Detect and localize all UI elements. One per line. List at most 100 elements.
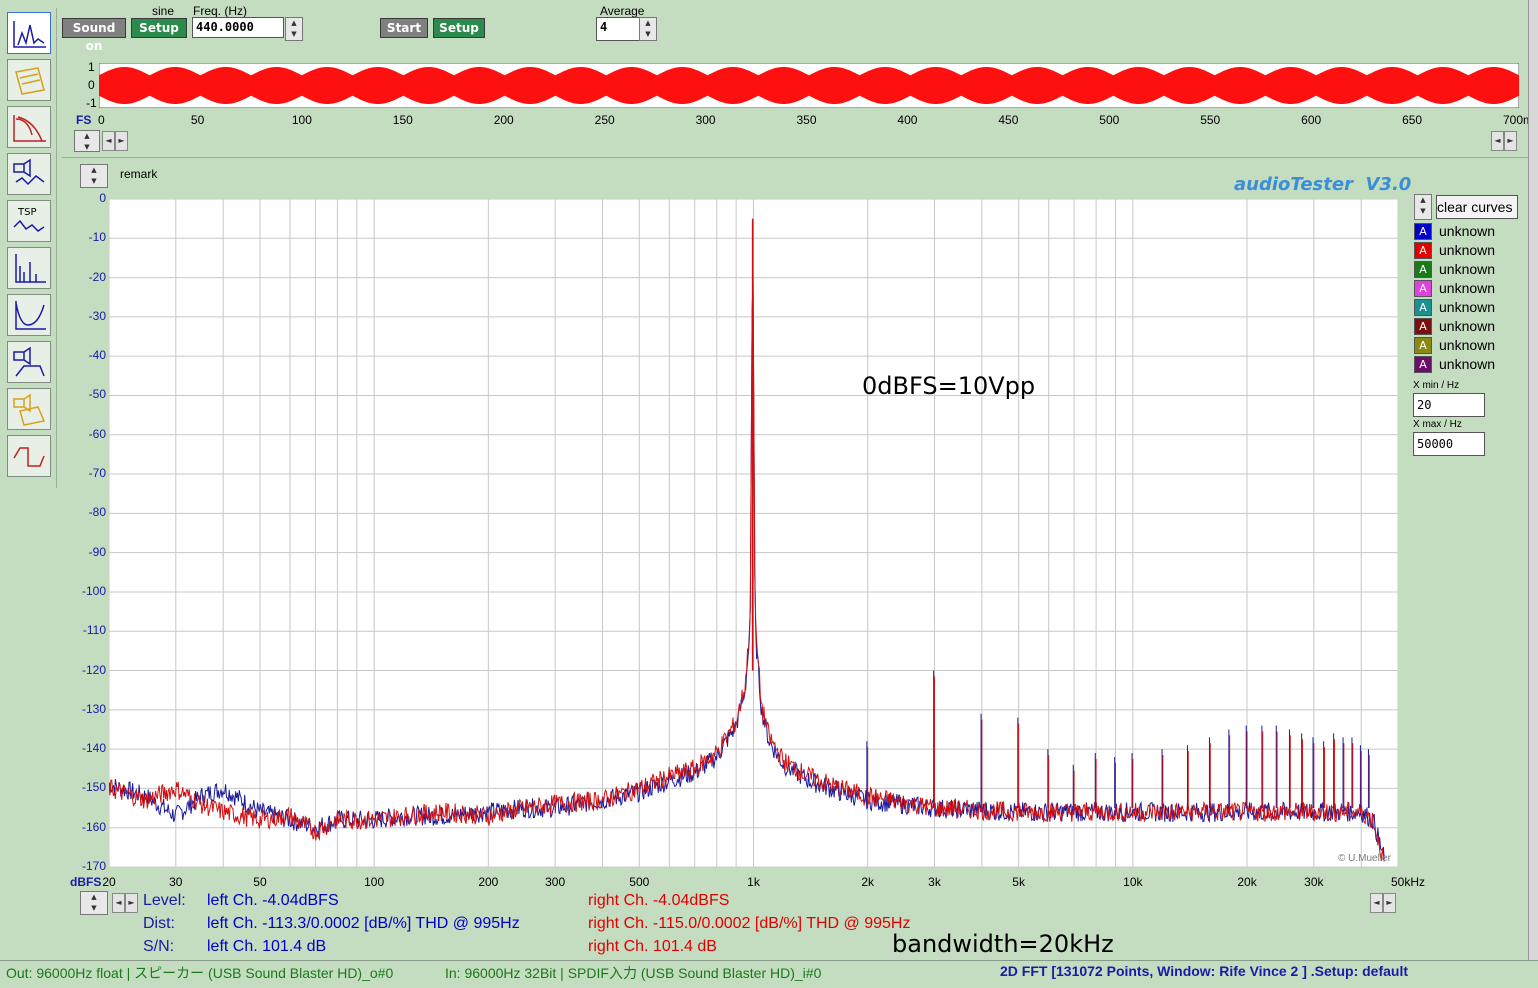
curve-label[interactable]: unknown — [1439, 242, 1496, 258]
tsp-icon: TSP — [13, 207, 45, 232]
speaker-response-icon — [13, 158, 45, 186]
fft-x-tick: 100 — [364, 875, 385, 889]
tool-palette: TSP — [4, 8, 57, 488]
speaker-book-tool[interactable] — [7, 388, 51, 430]
scope-y-spinner[interactable]: ▲ ▼ — [74, 130, 100, 152]
curve-color-swatch[interactable]: A — [1414, 261, 1432, 278]
tsp-tool[interactable]: TSP — [7, 200, 51, 242]
fft-x-tick: 20k — [1237, 875, 1257, 889]
fft-scroll-left[interactable]: ◄ ► — [112, 893, 140, 913]
left-level: left Ch. -4.04dBFS — [207, 892, 339, 909]
curves-spinner[interactable]: ▲ ▼ — [1414, 194, 1432, 220]
remark-spinner[interactable]: ▲ ▼ — [80, 164, 108, 188]
status-input-device: In: 96000Hz 32Bit | SPDIF入力 (USB Sound B… — [445, 965, 822, 981]
fft-x-tick: 1k — [747, 875, 760, 889]
curve-color-swatch[interactable]: A — [1414, 299, 1432, 316]
fft-x-tick: 30 — [169, 875, 183, 889]
curve-label[interactable]: unknown — [1439, 356, 1496, 372]
curve-color-swatch[interactable]: A — [1414, 337, 1432, 354]
fft-y-tick: -160 — [81, 819, 106, 834]
filter-response-icon — [13, 115, 46, 142]
dist-label: Dist: — [143, 915, 175, 932]
xmax-label: X max / Hz — [1413, 419, 1462, 430]
average-label: Average — [600, 4, 645, 18]
speaker-book-icon — [13, 393, 46, 426]
distortion-icon — [15, 254, 46, 283]
fft-y-tick: -40 — [88, 348, 106, 363]
curve-label[interactable]: unknown — [1439, 223, 1496, 239]
xmin-label: X min / Hz — [1413, 380, 1460, 391]
fft-x-tick: 10k — [1123, 875, 1143, 889]
right-sn: right Ch. 101.4 dB — [588, 938, 717, 955]
scope-waveform-plot — [99, 63, 1519, 108]
fft-scroll-right[interactable]: ◄ ► — [1370, 893, 1398, 913]
right-channel-trace — [109, 273, 1385, 862]
fft-x-tick: 50 — [253, 875, 267, 889]
scope-y-tick: -1 — [86, 96, 97, 110]
fft-y-tick: -140 — [81, 741, 106, 756]
fft-y-tick: -120 — [81, 662, 106, 677]
bandwidth-annotation: bandwidth=20kHz — [892, 930, 1114, 958]
brand-title: audioTester V3.0 — [1234, 174, 1412, 195]
impedance-tool[interactable] — [7, 294, 51, 336]
fft-y-tick: -130 — [81, 701, 106, 716]
fft-scope-tool[interactable] — [7, 12, 51, 54]
curve-label[interactable]: unknown — [1439, 299, 1496, 315]
freq-input[interactable]: 440.0000 — [192, 17, 284, 38]
scope-scroll-left[interactable]: ◄ ► — [102, 131, 130, 151]
analyzer-setup-button[interactable]: Setup — [433, 18, 485, 38]
fft-x-tick: 30k — [1304, 875, 1324, 889]
scope-y-tick: 1 — [88, 60, 95, 74]
spectrum-book-tool[interactable] — [7, 59, 51, 101]
curve-label[interactable]: unknown — [1439, 318, 1496, 334]
scope-x-tick: 200 — [493, 113, 514, 127]
generator-setup-button[interactable]: Setup — [131, 18, 187, 38]
fft-x-tick: 500 — [629, 875, 650, 889]
scope-x-tick: 250 — [594, 113, 615, 127]
waveform-label: sine — [152, 4, 175, 18]
average-spinner[interactable]: ▲ ▼ — [639, 17, 657, 41]
xmin-input[interactable]: 20 — [1413, 393, 1485, 417]
fft-y-tick: -100 — [81, 583, 106, 598]
window-border — [1528, 0, 1538, 960]
fft-y-tick: -170 — [81, 859, 106, 873]
right-level: right Ch. -4.04dBFS — [588, 892, 730, 909]
average-input[interactable]: 4 — [596, 17, 640, 41]
status-mode: 2D FFT [131072 Points, Window: Rife Vinc… — [1000, 963, 1409, 979]
fft-y-spinner[interactable]: ▲ ▼ — [80, 891, 108, 915]
fft-y-tick: -20 — [88, 269, 106, 284]
curve-label[interactable]: unknown — [1439, 337, 1496, 353]
left-dist: left Ch. -113.3/0.0002 [dB/%] THD @ 995H… — [207, 915, 520, 932]
xmax-input[interactable]: 50000 — [1413, 432, 1485, 456]
sound-on-button[interactable]: Sound on — [62, 18, 126, 53]
speaker-sweep-tool[interactable] — [7, 341, 51, 383]
clear-curves-button[interactable]: clear curves — [1436, 195, 1518, 219]
scope-scroll-right[interactable]: ◄ ► — [1491, 131, 1519, 151]
curve-label[interactable]: unknown — [1439, 261, 1496, 277]
scope-x-tick: 350 — [796, 113, 817, 127]
fft-x-tick: 20 — [102, 875, 116, 889]
scope-x-tick: 500 — [1099, 113, 1120, 127]
fft-y-tick: -60 — [88, 426, 106, 441]
fft-x-tick: 3k — [928, 875, 941, 889]
tool-label: TSP — [17, 207, 37, 218]
freq-spinner[interactable]: ▲ ▼ — [285, 17, 303, 41]
fft-x-tick: 50kHz — [1390, 875, 1426, 889]
curve-color-swatch[interactable]: A — [1414, 223, 1432, 240]
curve-color-swatch[interactable]: A — [1414, 356, 1432, 373]
curve-color-swatch[interactable]: A — [1414, 280, 1432, 297]
curve-label[interactable]: unknown — [1439, 280, 1496, 296]
curve-color-swatch[interactable]: A — [1414, 318, 1432, 335]
remark-label: remark — [120, 167, 158, 181]
fft-y-tick: -150 — [81, 780, 106, 795]
fft-y-tick: 0 — [99, 191, 106, 205]
scope-x-tick: 150 — [392, 113, 413, 127]
speaker-response-tool[interactable] — [7, 153, 51, 195]
scope-x-tick: 700m — [1503, 113, 1534, 127]
distortion-tool[interactable] — [7, 247, 51, 289]
square-wave-tool[interactable] — [7, 435, 51, 477]
start-button[interactable]: Start — [380, 18, 428, 38]
curve-color-swatch[interactable]: A — [1414, 242, 1432, 259]
scope-x-tick: 400 — [897, 113, 918, 127]
filter-response-tool[interactable] — [7, 106, 51, 148]
